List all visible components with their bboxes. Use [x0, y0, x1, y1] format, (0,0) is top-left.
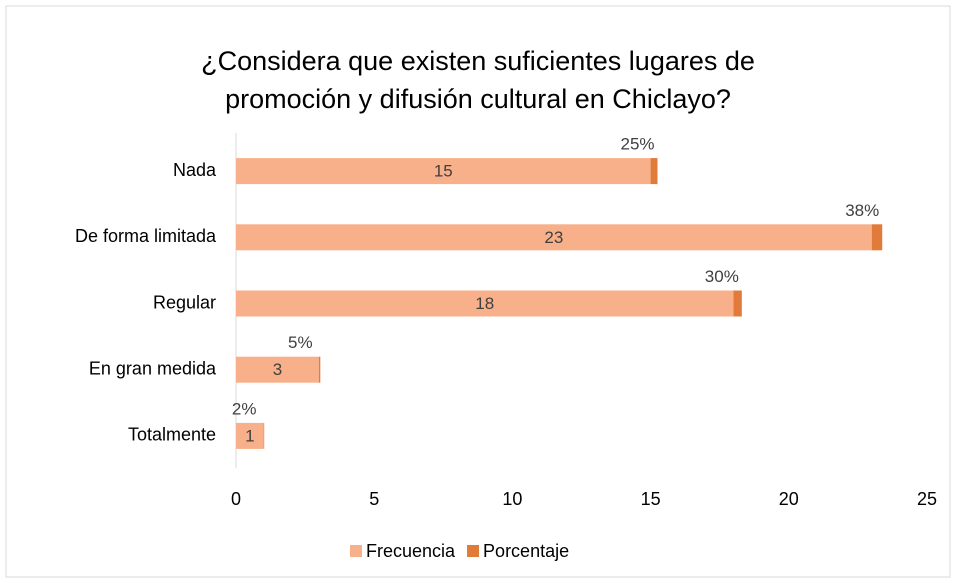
bar-segment — [236, 290, 734, 317]
data-label: 15 — [434, 162, 453, 181]
bar-segment — [318, 356, 321, 383]
x-tick-label: 0 — [231, 489, 241, 509]
data-label: 3 — [273, 360, 282, 379]
y-tick-label: Nada — [173, 160, 217, 180]
y-tick-label: Totalmente — [128, 425, 216, 445]
data-label: 23 — [544, 228, 563, 247]
chart-border — [5, 5, 951, 578]
bar-segment — [650, 158, 658, 185]
y-tick-label: De forma limitada — [75, 226, 217, 246]
data-label: 30% — [705, 267, 739, 286]
x-tick-label: 5 — [369, 489, 379, 509]
data-label: 5% — [288, 333, 313, 352]
legend-swatch — [350, 545, 362, 557]
bar-segment — [236, 422, 264, 449]
data-label: 1 — [245, 426, 254, 445]
data-label: 2% — [232, 399, 257, 418]
bar-segment — [236, 158, 651, 185]
legend-label: Porcentaje — [483, 541, 569, 561]
data-label: 25% — [620, 135, 654, 154]
y-tick-label: Regular — [153, 292, 216, 312]
data-label: 38% — [845, 201, 879, 220]
title-box: ¿Considera que existen suficientes lugar… — [0, 42, 956, 118]
x-tick-label: 25 — [917, 489, 937, 509]
legend-label: Frecuencia — [366, 541, 456, 561]
y-tick-label: En gran medida — [89, 358, 217, 378]
bar-segment — [871, 224, 883, 251]
legend-swatch — [467, 545, 480, 557]
x-tick-label: 10 — [502, 489, 522, 509]
data-label: 18 — [475, 294, 494, 313]
chart-title: ¿Considera que existen suficientes lugar… — [201, 46, 755, 114]
bar-segment — [263, 422, 265, 449]
bar-segment — [733, 290, 742, 317]
bar-segment — [236, 356, 319, 383]
bar-segment — [236, 224, 872, 251]
x-tick-label: 15 — [641, 489, 661, 509]
x-tick-label: 20 — [779, 489, 799, 509]
